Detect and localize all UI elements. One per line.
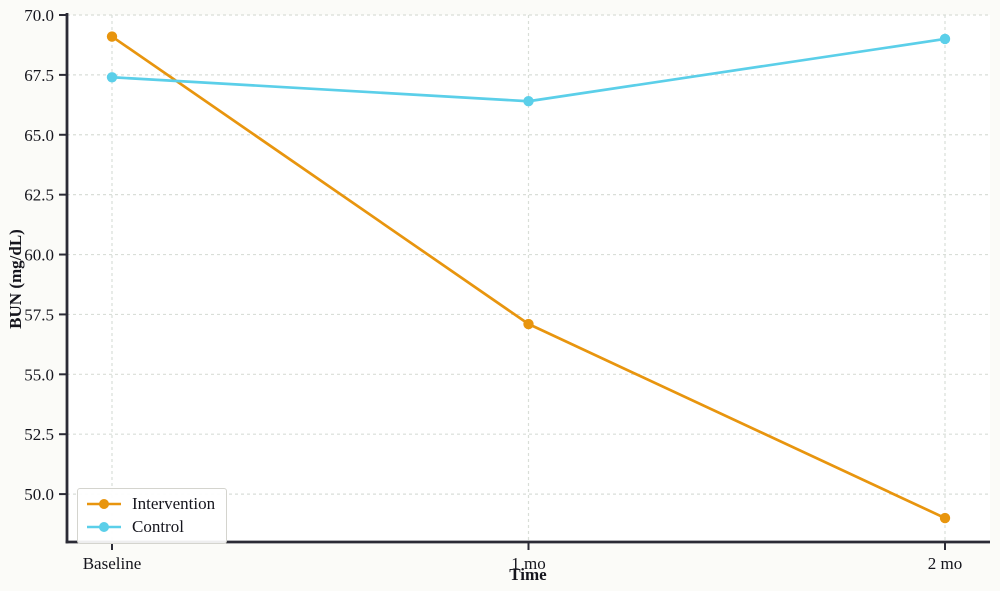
legend-label-intervention: Intervention [132, 494, 216, 513]
legend: Intervention Control [77, 488, 228, 544]
y-tick-label: 57.5 [24, 305, 54, 324]
x-tick-label: Baseline [83, 554, 142, 573]
data-point-control-2 [939, 33, 951, 45]
y-tick-label: 50.0 [24, 485, 54, 504]
x-tick-label: 1 mo [511, 554, 545, 573]
control-line-marker-icon [87, 522, 121, 532]
y-tick-label: 60.0 [24, 246, 54, 265]
data-point-control-0 [106, 72, 118, 83]
y-tick-label: 62.5 [24, 186, 54, 205]
legend-item-intervention: Intervention [86, 493, 215, 515]
data-point-control-1 [523, 96, 534, 107]
y-tick-label: 70.0 [24, 6, 54, 25]
intervention-line-marker-icon [87, 499, 121, 509]
y-tick-label: 55.0 [24, 365, 54, 384]
data-point-intervention-2 [939, 512, 951, 524]
data-point-intervention-0 [106, 31, 118, 42]
data-point-intervention-1 [523, 318, 534, 330]
y-tick-label: 52.5 [24, 425, 54, 444]
legend-item-control: Control [86, 516, 215, 538]
x-tick-label: 2 mo [928, 554, 962, 573]
x-axis-title: Time [509, 565, 547, 584]
y-axis-title: BUN (mg/dL) [6, 229, 25, 329]
y-tick-label: 65.0 [24, 126, 54, 145]
y-tick-label: 67.5 [24, 66, 54, 85]
legend-label-control: Control [132, 517, 184, 536]
